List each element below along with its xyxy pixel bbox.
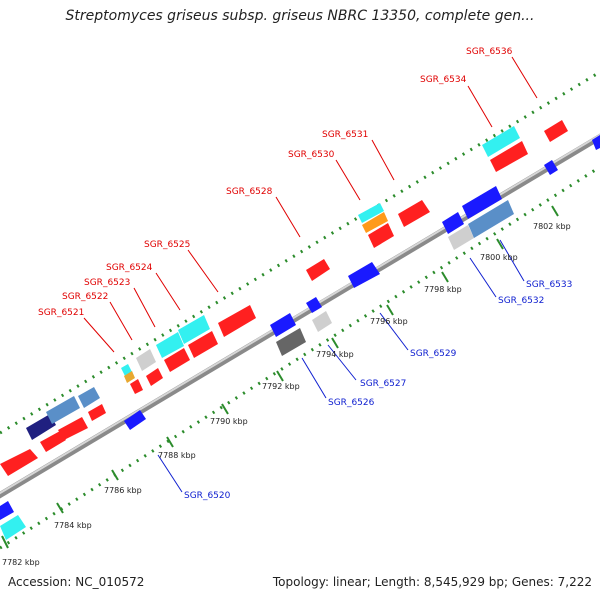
gene-gray[interactable] [136,349,156,371]
gene-orange[interactable] [362,212,388,233]
gene-steel[interactable] [78,387,100,408]
lower-gene-labels: SGR_6520 SGR_6526 SGR_6527 SGR_6529 SGR_… [184,280,572,501]
genome-title: Streptomyces griseus subsp. griseus NBRC… [65,8,535,24]
gene-label-sgr-6532[interactable]: SGR_6532 [498,296,544,306]
genome-backbone [0,133,600,499]
kbp-label: 7788 kbp [158,451,196,460]
kbp-labels: 7782 kbp 7784 kbp 7786 kbp 7788 kbp 7790… [2,222,571,567]
gene-blocks[interactable] [0,120,600,540]
gene-label-sgr-6524[interactable]: SGR_6524 [106,263,153,273]
kbp-label: 7796 kbp [370,317,408,326]
genome-backbone-highlight [0,133,600,495]
gene-red[interactable] [130,379,143,394]
gene-label-sgr-6523[interactable]: SGR_6523 [84,278,130,288]
gene-label-sgr-6528[interactable]: SGR_6528 [226,187,273,197]
kbp-label: 7792 kbp [262,382,300,391]
gene-cyan[interactable] [482,126,520,157]
gene-red[interactable] [88,404,106,421]
gene-red[interactable] [218,305,256,337]
gene-label-sgr-6525[interactable]: SGR_6525 [144,240,190,250]
gene-label-sgr-6529[interactable]: SGR_6529 [410,349,457,359]
upper-gene-labels: SGR_6521 SGR_6522 SGR_6523 SGR_6524 SGR_… [38,47,513,318]
gene-orange[interactable] [124,371,135,383]
kbp-label: 7784 kbp [54,521,92,530]
gene-label-sgr-6520[interactable]: SGR_6520 [184,491,231,501]
lower-label-connectors [157,239,525,493]
gene-label-sgr-6526[interactable]: SGR_6526 [328,398,375,408]
gene-red[interactable] [146,368,163,386]
gene-blue[interactable] [0,501,14,520]
gene-label-sgr-6533[interactable]: SGR_6533 [526,280,572,290]
gene-cyan[interactable] [358,203,384,223]
gene-steel[interactable] [46,396,80,424]
upper-label-connectors [83,56,538,353]
gene-blue[interactable] [124,410,146,430]
gene-red[interactable] [490,141,528,172]
kbp-label: 7794 kbp [316,350,354,359]
gene-red[interactable] [306,259,330,281]
gene-blue[interactable] [592,135,600,150]
genome-stats: Topology: linear; Length: 8,545,929 bp; … [272,575,592,589]
gene-cyan[interactable] [0,515,26,540]
gene-red[interactable] [398,200,430,227]
gene-steel[interactable] [468,200,514,238]
gene-gray[interactable] [448,225,474,250]
kbp-label: 7798 kbp [424,285,462,294]
gene-label-sgr-6522[interactable]: SGR_6522 [62,292,108,302]
gene-blue[interactable] [306,297,322,313]
gene-blue[interactable] [270,313,296,337]
gene-red[interactable] [58,417,88,440]
gene-red[interactable] [188,331,218,358]
gene-darkgray[interactable] [276,328,306,356]
gene-blue[interactable] [462,186,502,219]
gene-gray[interactable] [312,311,332,332]
lower-dotted-track [0,165,600,550]
gene-red[interactable] [0,449,38,476]
kbp-ticks [1,205,559,549]
gene-blue[interactable] [348,262,380,288]
kbp-label: 7802 kbp [533,222,571,231]
gene-cyan[interactable] [156,332,184,358]
gene-cyan[interactable] [178,315,210,344]
gene-label-sgr-6536[interactable]: SGR_6536 [466,47,513,57]
kbp-label: 7790 kbp [210,417,248,426]
gene-label-sgr-6534[interactable]: SGR_6534 [420,75,467,85]
kbp-label: 7786 kbp [104,486,142,495]
kbp-label: 7800 kbp [480,253,518,262]
kbp-label: 7782 kbp [2,558,40,567]
gene-red[interactable] [368,223,394,248]
gene-blue[interactable] [442,212,464,234]
gene-red[interactable] [164,348,190,372]
gene-label-sgr-6527[interactable]: SGR_6527 [360,379,406,389]
accession-label: Accession: NC_010572 [8,575,145,589]
gene-blue[interactable] [544,160,558,175]
gene-red[interactable] [40,431,66,452]
gene-navy[interactable] [26,414,56,440]
gene-label-sgr-6521[interactable]: SGR_6521 [38,308,84,318]
gene-label-sgr-6531[interactable]: SGR_6531 [322,130,368,140]
gene-label-sgr-6530[interactable]: SGR_6530 [288,150,335,160]
gene-red[interactable] [544,120,568,142]
